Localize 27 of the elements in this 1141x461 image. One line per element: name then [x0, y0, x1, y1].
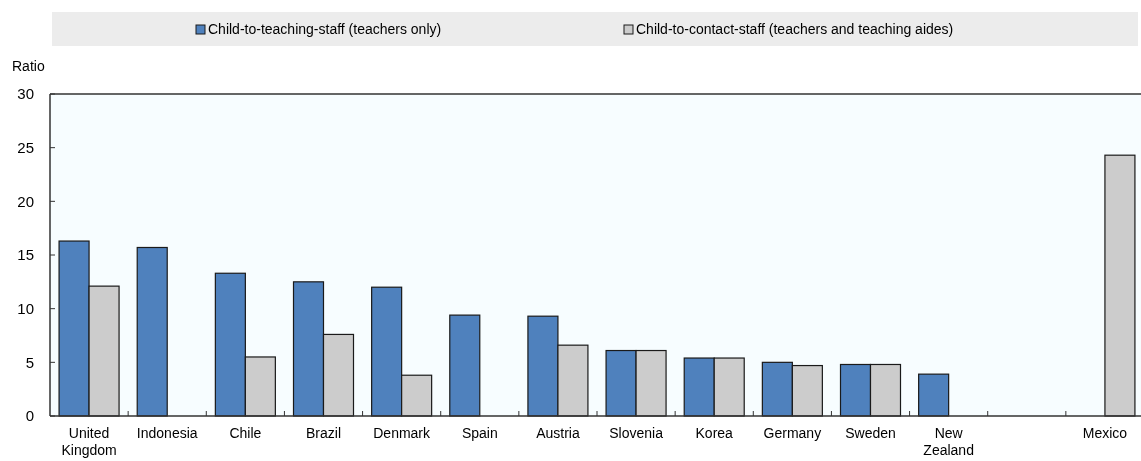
y-axis-title: Ratio	[12, 58, 45, 74]
legend-label: Child-to-teaching-staff (teachers only)	[208, 21, 442, 37]
x-tick-label: Denmark	[373, 425, 432, 441]
x-tick-label: Sweden	[845, 425, 896, 441]
x-tick-label: New Zealand	[923, 425, 974, 458]
bar	[918, 373, 950, 417]
x-tick-label: Slovenia	[609, 425, 664, 441]
x-tick-label: Spain	[461, 425, 498, 441]
y-tick-label: 30	[17, 85, 34, 103]
x-tick-label: Korea	[695, 425, 734, 441]
y-tick-label: 5	[25, 353, 34, 371]
x-tick-label: Indonesia	[136, 425, 198, 441]
y-tick-label: 15	[17, 246, 34, 264]
bar	[449, 314, 481, 417]
x-tick-label: Chile	[229, 425, 262, 441]
x-tick-label: Brazil	[305, 425, 342, 441]
x-tick-label: United Kingdom	[61, 425, 117, 458]
y-tick-label: 0	[25, 407, 34, 425]
bar	[1104, 154, 1136, 417]
y-tick-label: 25	[17, 138, 34, 156]
x-tick-label: Germany	[763, 425, 822, 441]
y-tick-label: 20	[17, 192, 34, 210]
legend-label: Child-to-contact-staff (teachers and teaching aides)	[636, 21, 954, 37]
bar	[136, 246, 168, 417]
x-tick-label: Mexico	[1082, 425, 1128, 441]
x-tick-label: Austria	[536, 425, 580, 441]
y-tick-label: 10	[17, 299, 34, 317]
